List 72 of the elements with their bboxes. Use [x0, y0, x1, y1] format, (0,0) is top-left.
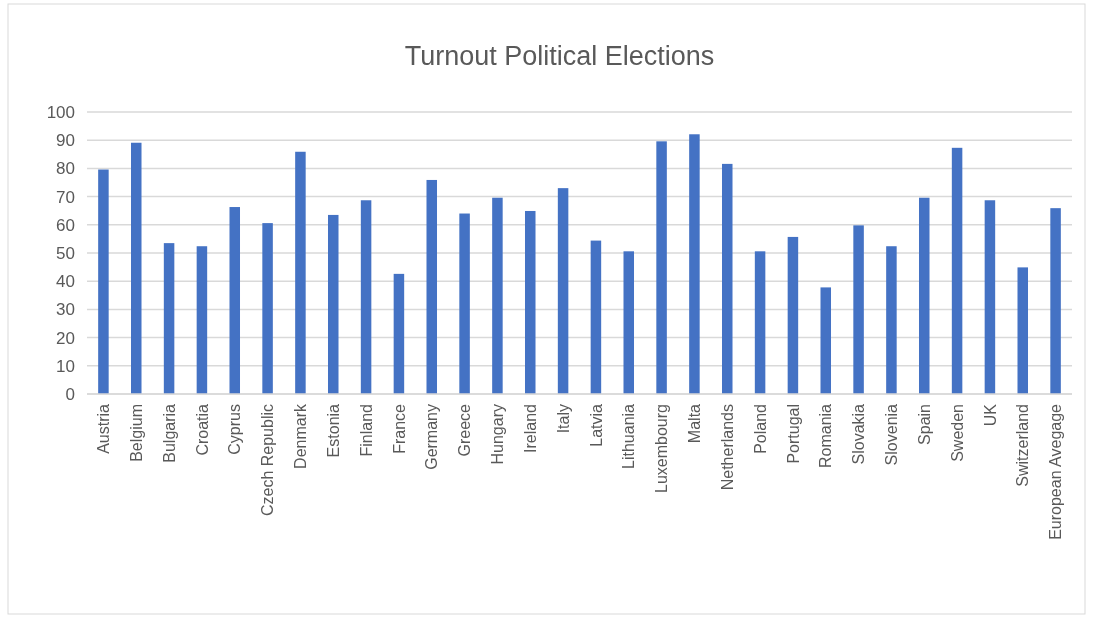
x-tick-label: Malta: [686, 403, 704, 444]
bar: [492, 197, 503, 394]
x-tick-label: Greece: [456, 403, 474, 457]
bar: [656, 141, 667, 394]
bar: [853, 225, 864, 394]
bar: [984, 200, 996, 394]
y-tick-label: 30: [56, 300, 75, 320]
x-tick-label: UK: [981, 403, 999, 427]
y-tick-label: 90: [56, 131, 75, 151]
x-tick-label: Czech Republic: [259, 404, 277, 517]
bar: [295, 151, 306, 394]
x-tick-label: Latvia: [587, 403, 605, 447]
x-tick-label: Portugal: [784, 404, 802, 464]
x-tick-label: Hungary: [489, 404, 507, 465]
bar: [689, 134, 700, 394]
x-tick-label: Slovakia: [850, 403, 868, 465]
x-tick-label: Ireland: [521, 404, 539, 453]
bar: [360, 200, 372, 394]
y-tick-label: 10: [56, 356, 75, 376]
bar: [525, 210, 536, 394]
bar: [722, 163, 733, 394]
bar: [393, 273, 405, 394]
y-tick-label: 100: [46, 102, 75, 122]
x-tick-label: Romania: [817, 403, 835, 469]
x-tick-label: Italy: [554, 404, 572, 434]
bar: [787, 236, 799, 394]
x-tick-label: Switzerland: [1014, 404, 1032, 487]
x-tick-label: Netherlands: [718, 404, 736, 491]
x-tick-label: Bulgaria: [160, 403, 178, 463]
x-tick-label: Slovenia: [883, 403, 901, 466]
bar: [623, 251, 634, 394]
x-tick-label: Cyprus: [226, 404, 244, 455]
y-tick-label: 50: [56, 243, 75, 263]
bar: [229, 207, 240, 394]
x-tick-label: Belgium: [127, 404, 145, 462]
y-tick-label: 80: [56, 159, 75, 179]
bar: [919, 197, 930, 394]
bar: [820, 287, 831, 394]
x-tick-label: Sweden: [948, 404, 966, 462]
x-tick-label: Luxembourg: [653, 404, 671, 493]
bar: [131, 142, 142, 394]
x-tick-label: Germany: [423, 404, 441, 470]
y-tick-label: 70: [56, 187, 75, 207]
y-tick-label: 40: [56, 272, 75, 292]
x-tick-label: Austria: [95, 403, 113, 454]
x-tick-label: Denmark: [292, 403, 310, 469]
x-tick-label: European Avegage: [1047, 403, 1065, 540]
x-tick-label: Lithuania: [620, 403, 638, 469]
bar: [163, 243, 175, 394]
bar: [1017, 267, 1029, 394]
bar: [328, 214, 339, 394]
bar: [557, 188, 569, 394]
bar: [754, 251, 766, 394]
y-tick-label: 20: [56, 328, 75, 348]
bar: [951, 147, 963, 394]
x-tick-label: Spain: [915, 404, 933, 445]
bar: [98, 169, 109, 394]
x-tick-label: France: [390, 403, 408, 454]
bar: [196, 246, 208, 394]
y-tick-label: 0: [65, 384, 75, 404]
bar: [886, 246, 897, 394]
bar: [590, 240, 602, 394]
bar: [1050, 208, 1061, 394]
bar: [426, 179, 437, 394]
bar: [459, 213, 470, 394]
y-tick-label: 60: [56, 215, 75, 235]
x-tick-label: Finland: [357, 404, 375, 457]
bar: [262, 223, 273, 394]
chart-title: Turnout Political Elections: [404, 41, 715, 71]
x-tick-label: Estonia: [324, 403, 342, 458]
x-tick-label: Croatia: [193, 403, 211, 456]
x-tick-label: Poland: [751, 404, 769, 454]
